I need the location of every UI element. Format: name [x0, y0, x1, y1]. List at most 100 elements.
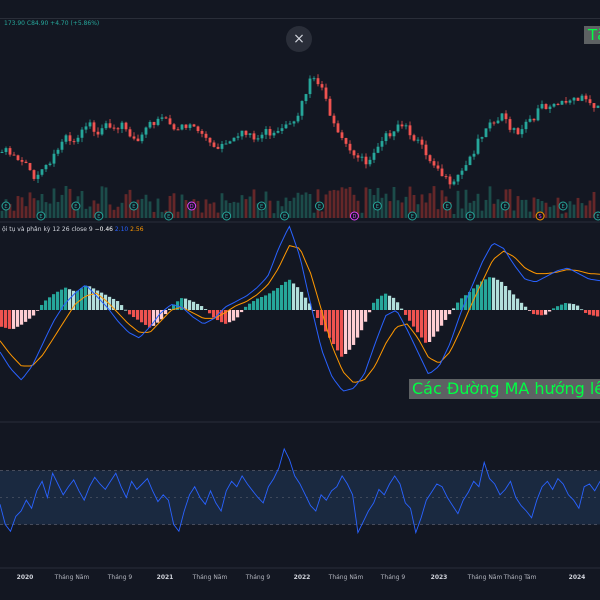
candle-body	[540, 104, 544, 109]
candle-body	[4, 148, 8, 152]
macd-histogram-bar	[544, 310, 548, 315]
volume-bar	[384, 193, 388, 218]
macd-histogram-bar	[304, 297, 308, 310]
volume-bar	[340, 187, 344, 218]
event-marker	[593, 211, 600, 221]
macd-histogram-bar	[536, 310, 540, 315]
candle-body	[72, 141, 76, 143]
volume-bar	[44, 202, 48, 218]
event-marker-label: E	[318, 204, 321, 210]
volume-bar	[32, 198, 36, 218]
candle-body	[412, 135, 416, 141]
volume-bar	[144, 194, 148, 218]
volume-bar	[308, 193, 312, 218]
event-marker	[442, 201, 452, 211]
volume-bar	[64, 186, 68, 218]
macd-histogram-bar	[392, 297, 396, 310]
macd-histogram-bar	[440, 310, 444, 326]
candle-body	[256, 138, 260, 140]
macd-histogram-bar	[364, 310, 368, 322]
macd-histogram-bar	[272, 290, 276, 310]
volume-bar	[492, 203, 496, 218]
macd-histogram-bar	[128, 310, 132, 315]
volume-bar	[148, 201, 152, 218]
volume-bar	[60, 194, 64, 218]
macd-histogram-bar	[168, 308, 172, 310]
event-marker	[535, 211, 545, 221]
macd-histogram-bar	[484, 279, 488, 310]
candle-body	[584, 95, 588, 100]
macd-histogram-bar	[112, 298, 116, 310]
candle-body	[488, 122, 492, 129]
macd-histogram-bar	[196, 303, 200, 310]
volume-bar	[160, 211, 164, 218]
macd-histogram-bar	[572, 304, 576, 310]
macd-annotation[interactable]: Các Đường MA hướng lê	[409, 379, 600, 399]
macd-histogram-bar	[348, 310, 352, 350]
volume-bar	[560, 213, 564, 218]
macd-histogram-bar	[164, 310, 168, 315]
macd-histogram-bar	[132, 310, 136, 318]
volume-bar	[420, 194, 424, 218]
volume-bar	[368, 188, 372, 218]
macd-histogram-bar	[228, 310, 232, 323]
macd-histogram-bar	[188, 300, 192, 310]
candle-body	[260, 134, 264, 139]
candle-body	[204, 133, 208, 138]
candle-body	[144, 127, 148, 135]
macd-histogram-bar	[504, 285, 508, 310]
macd-histogram-bar	[20, 310, 24, 325]
volume-bar	[84, 208, 88, 218]
volume-bar	[140, 198, 144, 218]
candle-body	[232, 137, 236, 142]
volume-bar	[472, 200, 476, 218]
volume-bar	[536, 199, 540, 218]
event-marker	[558, 201, 568, 211]
macd-histogram-bar	[344, 310, 348, 354]
volume-bar	[312, 212, 316, 218]
volume-bar	[20, 197, 24, 218]
event-marker-label: D	[190, 204, 194, 210]
candle-body	[184, 124, 188, 128]
candle-body	[372, 152, 376, 160]
event-marker-label: E	[596, 214, 599, 220]
macd-histogram-bar	[256, 298, 260, 310]
volume-bar	[48, 203, 52, 218]
candle-body	[332, 115, 336, 124]
macd-histogram-bar	[72, 290, 76, 310]
volume-bar	[284, 197, 288, 218]
event-marker	[372, 201, 382, 211]
macd-histogram-bar	[380, 295, 384, 310]
candle-body	[148, 122, 152, 128]
macd-histogram-bar	[28, 310, 32, 319]
volume-bar	[56, 201, 60, 218]
macd-histogram-bar	[120, 305, 124, 310]
candle-body	[328, 98, 332, 116]
candle-body	[64, 135, 68, 142]
candle-body	[492, 122, 496, 124]
macd-histogram-bar	[328, 310, 332, 338]
close-button[interactable]: ×	[286, 26, 312, 52]
candle-body	[188, 124, 192, 128]
candle-body	[236, 136, 240, 138]
candle-body	[24, 161, 28, 164]
volume-bar	[136, 199, 140, 218]
candle-body	[224, 143, 228, 145]
volume-bar	[108, 204, 112, 218]
volume-bar	[256, 203, 260, 218]
event-marker	[257, 201, 267, 211]
candle-body	[524, 121, 528, 130]
macd-histogram-bar	[444, 310, 448, 320]
macd-histogram-bar	[400, 308, 404, 310]
x-axis-tick-label: Tháng Năm	[192, 574, 228, 581]
event-marker	[465, 211, 475, 221]
macd-histogram-bar	[500, 281, 504, 310]
rsi-line	[0, 447, 600, 535]
volume-bar	[112, 209, 116, 218]
volume-bar	[440, 190, 444, 218]
price-annotation[interactable]: Tă	[584, 26, 600, 44]
volume-bar	[572, 204, 576, 218]
macd-histogram-bar	[284, 281, 288, 310]
volume-bar	[588, 200, 592, 218]
